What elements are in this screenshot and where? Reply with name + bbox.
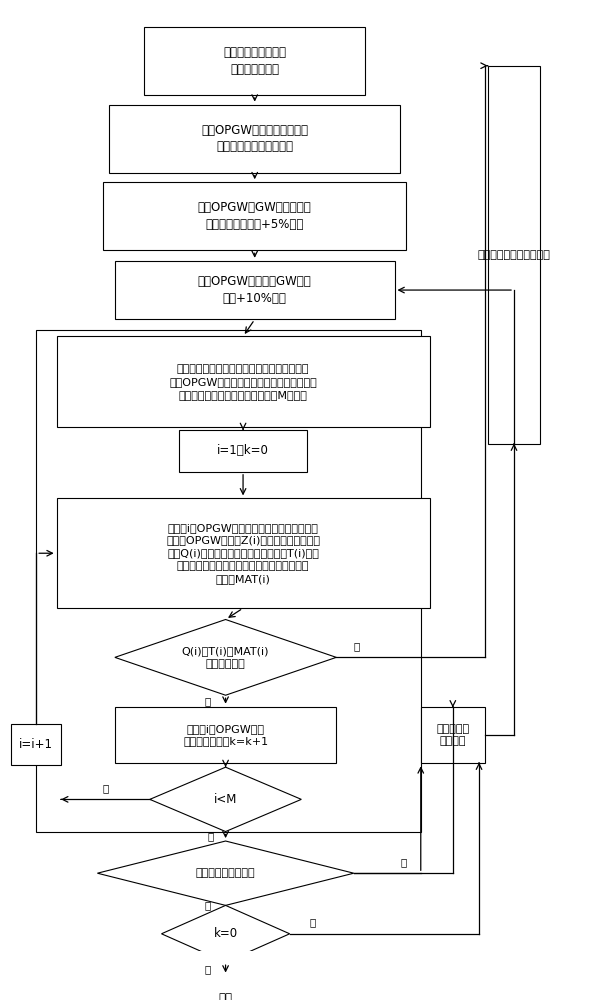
Text: 是: 是: [205, 696, 211, 706]
Text: 设定OPGW导电率与GW匹配
度在+10%范围: 设定OPGW导电率与GW匹配 度在+10%范围: [198, 275, 311, 305]
Text: 是: 是: [310, 917, 316, 927]
Text: 否: 否: [205, 900, 211, 910]
Text: i=1，k=0: i=1，k=0: [217, 444, 269, 457]
Text: 构造不同单丝直径、不同导电率构成的结构合
理的OPGW组合（包括各层单丝直径相同或不
同、各层导电率相同或不同），共M种缆型: 构造不同单丝直径、不同导电率构成的结构合 理的OPGW组合（包括各层单丝直径相同…: [169, 364, 317, 400]
Text: 导电率范围是否扩大: 导电率范围是否扩大: [196, 868, 255, 878]
Text: 否: 否: [205, 964, 211, 974]
Text: 是: 是: [400, 857, 407, 867]
Text: k=0: k=0: [213, 927, 238, 940]
Text: 扩大导电率
匹配范围: 扩大导电率 匹配范围: [436, 724, 469, 746]
Text: 设定OPGW与GW结构相同，
单丝直径匹配度在+5%范围: 设定OPGW与GW结构相同， 单丝直径匹配度在+5%范围: [198, 201, 311, 231]
Text: 确定地线的导电率、
结构、单丝直径: 确定地线的导电率、 结构、单丝直径: [223, 46, 286, 76]
Text: 选择第i种OPGW作为
匹配方案之一，k=k+1: 选择第i种OPGW作为 匹配方案之一，k=k+1: [183, 724, 268, 746]
FancyBboxPatch shape: [11, 724, 61, 765]
Text: i<M: i<M: [214, 793, 237, 806]
Polygon shape: [161, 905, 290, 962]
Polygon shape: [150, 767, 301, 832]
FancyBboxPatch shape: [57, 498, 430, 608]
Text: Q(i)或T(i)，MAT(i)
满足设计要求: Q(i)或T(i)，MAT(i) 满足设计要求: [182, 646, 269, 669]
Text: 否: 否: [353, 641, 360, 651]
Polygon shape: [115, 619, 336, 695]
Text: 结束: 结束: [219, 992, 233, 1000]
Text: i=i+1: i=i+1: [20, 738, 53, 751]
FancyBboxPatch shape: [103, 182, 406, 250]
Polygon shape: [98, 841, 354, 905]
FancyBboxPatch shape: [488, 66, 540, 444]
FancyBboxPatch shape: [179, 430, 307, 472]
Text: 否: 否: [208, 831, 214, 841]
FancyBboxPatch shape: [115, 707, 336, 763]
FancyBboxPatch shape: [109, 105, 400, 173]
FancyBboxPatch shape: [57, 336, 430, 427]
Text: 根据第i种OPGW各层单丝直径、导电率，计算
并记录OPGW的阻抗Z(i)、分流比、短路电流
容量Q(i)、特定短路电流下的最大温升T(i)，同
一初始弧垂，常: 根据第i种OPGW各层单丝直径、导电率，计算 并记录OPGW的阻抗Z(i)、分流…: [166, 523, 320, 584]
Text: 扩大单丝直径匹配度范围: 扩大单丝直径匹配度范围: [478, 250, 550, 260]
Text: 确定OPGW设计要求：短路容
量（或最大温升）、张力: 确定OPGW设计要求：短路容 量（或最大温升）、张力: [201, 124, 309, 153]
FancyBboxPatch shape: [158, 961, 293, 1000]
FancyBboxPatch shape: [421, 707, 485, 763]
FancyBboxPatch shape: [115, 261, 395, 319]
FancyBboxPatch shape: [144, 27, 365, 95]
Text: 是: 是: [102, 783, 109, 793]
